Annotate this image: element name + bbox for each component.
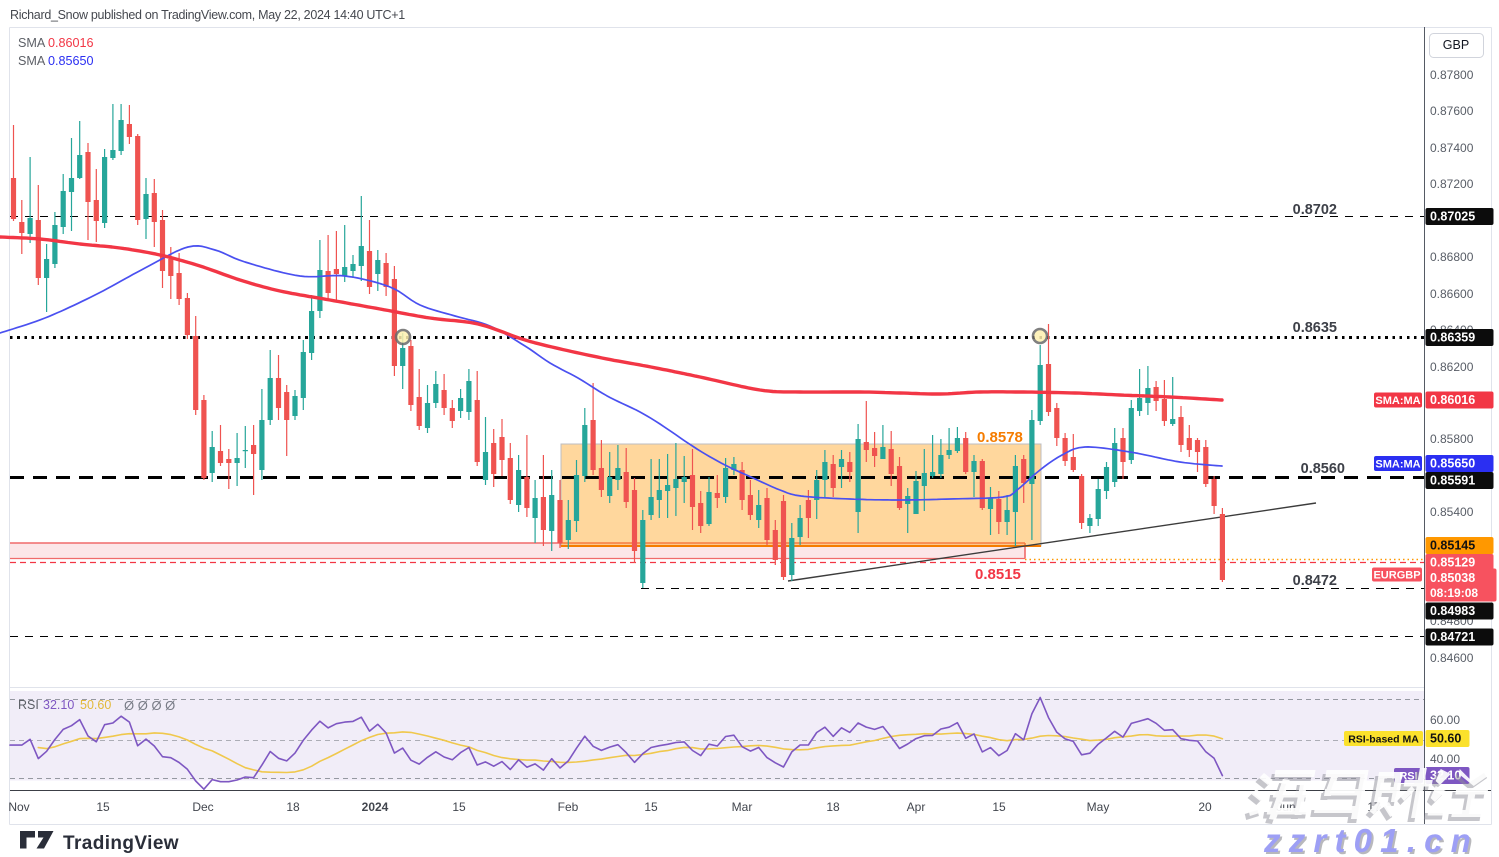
svg-text:0.87025: 0.87025 xyxy=(1430,210,1475,224)
svg-text:RSI-based MA: RSI-based MA xyxy=(1348,733,1419,745)
svg-text:0.8472: 0.8472 xyxy=(1293,573,1337,589)
svg-text:0.84721: 0.84721 xyxy=(1430,630,1475,644)
svg-text:0.8635: 0.8635 xyxy=(1293,320,1337,336)
svg-text:RSI: RSI xyxy=(18,698,39,712)
svg-text:GBP: GBP xyxy=(1443,38,1469,52)
svg-text:0.8560: 0.8560 xyxy=(1301,461,1345,477)
svg-text:20: 20 xyxy=(1198,800,1212,814)
svg-text:0.86800: 0.86800 xyxy=(1430,250,1474,264)
svg-text:0.85400: 0.85400 xyxy=(1430,505,1474,519)
svg-text:15: 15 xyxy=(992,800,1006,814)
svg-text:May: May xyxy=(1087,800,1110,814)
svg-text:40.00: 40.00 xyxy=(1430,752,1460,766)
svg-text:60.00: 60.00 xyxy=(1430,713,1460,727)
svg-text:15: 15 xyxy=(644,800,658,814)
svg-text:08:19:08: 08:19:08 xyxy=(1430,586,1478,600)
svg-text:0.85129: 0.85129 xyxy=(1430,556,1475,570)
svg-text:0.87600: 0.87600 xyxy=(1430,104,1474,118)
svg-text:0.86600: 0.86600 xyxy=(1430,287,1474,301)
svg-text:0.85800: 0.85800 xyxy=(1430,432,1474,446)
svg-text:Feb: Feb xyxy=(558,800,579,814)
svg-text:0.86016: 0.86016 xyxy=(1430,393,1475,407)
svg-text:zzrt01.cn: zzrt01.cn xyxy=(1263,822,1479,857)
svg-text:0.85038: 0.85038 xyxy=(1430,571,1475,585)
svg-text:0.86016: 0.86016 xyxy=(48,36,94,50)
svg-text:0.85591: 0.85591 xyxy=(1430,474,1475,488)
svg-text:SMA:MA: SMA:MA xyxy=(1375,395,1420,407)
svg-text:15: 15 xyxy=(96,800,110,814)
svg-text:Ø Ø Ø Ø: Ø Ø Ø Ø xyxy=(124,698,175,713)
svg-text:EURGBP: EURGBP xyxy=(1373,569,1420,581)
svg-text:0.85650: 0.85650 xyxy=(48,54,94,68)
svg-text:SMA:MA: SMA:MA xyxy=(1375,458,1420,470)
svg-text:Mar: Mar xyxy=(732,800,753,814)
svg-text:RSI: RSI xyxy=(1399,770,1417,782)
svg-text:0.86359: 0.86359 xyxy=(1430,331,1475,345)
svg-text:50.60: 50.60 xyxy=(1430,732,1461,746)
svg-text:0.84600: 0.84600 xyxy=(1430,651,1474,665)
svg-text:Dec: Dec xyxy=(192,800,213,814)
svg-text:zzrt01.cn: zzrt01.cn xyxy=(1265,824,1481,857)
svg-text:0.85145: 0.85145 xyxy=(1430,539,1475,553)
svg-text:0.87200: 0.87200 xyxy=(1430,177,1474,191)
svg-text:SMA: SMA xyxy=(18,54,46,68)
svg-text:SMA: SMA xyxy=(18,36,46,50)
svg-text:Apr: Apr xyxy=(907,800,926,814)
svg-text:TradingView: TradingView xyxy=(63,833,179,854)
svg-text:0.8702: 0.8702 xyxy=(1293,202,1337,218)
svg-text:18: 18 xyxy=(286,800,300,814)
svg-text:Richard_Snow published on Trad: Richard_Snow published on TradingView.co… xyxy=(10,8,405,22)
svg-text:Nov: Nov xyxy=(8,800,29,814)
svg-text:18: 18 xyxy=(826,800,840,814)
svg-text:2024: 2024 xyxy=(362,800,389,814)
svg-text:32.10: 32.10 xyxy=(43,698,74,712)
svg-text:0.8578: 0.8578 xyxy=(977,429,1023,446)
svg-text:0.87800: 0.87800 xyxy=(1430,68,1474,82)
svg-text:0.8515: 0.8515 xyxy=(975,566,1021,583)
svg-text:0.84983: 0.84983 xyxy=(1430,604,1475,618)
svg-text:0.86200: 0.86200 xyxy=(1430,360,1474,374)
svg-text:0.85650: 0.85650 xyxy=(1430,457,1475,471)
svg-text:15: 15 xyxy=(452,800,466,814)
svg-text:50.60: 50.60 xyxy=(80,698,111,712)
svg-text:0.87400: 0.87400 xyxy=(1430,141,1474,155)
